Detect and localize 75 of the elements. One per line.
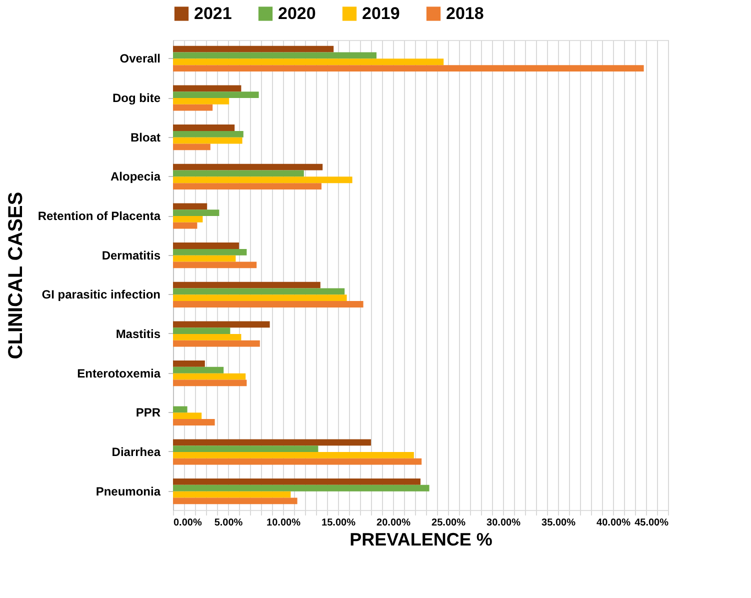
x-tick-label: 20.00% [376, 518, 411, 528]
bar [173, 137, 242, 144]
y-axis-title: CLINICAL CASES [4, 192, 27, 360]
bar [173, 334, 242, 340]
x-tick-label: 30.00% [486, 518, 521, 528]
y-tick-label: Alopecia [110, 170, 161, 184]
y-tick-label: Overall [120, 52, 160, 66]
bar [173, 366, 224, 374]
bar [173, 491, 291, 498]
bar [173, 104, 213, 111]
bar [173, 406, 188, 413]
bar [173, 452, 414, 458]
x-tick-label: 5.00% [214, 518, 243, 528]
x-tick-label: 35.00% [542, 518, 576, 528]
bar [173, 203, 208, 210]
bar [173, 248, 247, 256]
y-tick-label: Bloat [130, 130, 161, 144]
y-tick-label: Retention of Placenta [38, 209, 161, 224]
bar [173, 176, 352, 184]
bar [173, 58, 444, 66]
bar [173, 92, 259, 98]
y-tick-label: PPR [136, 406, 161, 420]
bar [173, 282, 320, 288]
bar [173, 484, 430, 492]
y-tick-label: Enterotoxemia [77, 366, 161, 380]
bar [173, 294, 347, 302]
bar [173, 144, 210, 150]
bar [173, 446, 318, 452]
bar [173, 301, 364, 308]
legend-label: 2021 [194, 4, 232, 23]
legend-label: 2019 [362, 4, 400, 23]
bar [173, 130, 244, 138]
bar [173, 124, 235, 131]
bar [173, 373, 246, 380]
y-tick-label: Dermatitis [102, 248, 161, 262]
bar [173, 170, 304, 177]
bar [173, 65, 644, 72]
bar [173, 222, 198, 229]
y-tick-label: GI parasitic infection [42, 288, 160, 302]
bar [173, 52, 376, 59]
bar [173, 242, 239, 249]
bar [173, 255, 236, 262]
bar [173, 216, 203, 222]
bar [173, 321, 270, 328]
bar [173, 412, 202, 420]
bar [173, 288, 345, 295]
bar [173, 380, 247, 386]
legend-label: 2020 [278, 4, 316, 23]
x-tick-label: 45.00% [634, 518, 669, 528]
y-tick-label: Diarrhea [112, 444, 161, 459]
bar [173, 46, 334, 52]
x-axis-title: PREVALENCE % [350, 530, 492, 550]
y-tick-label: Pneumonia [96, 484, 161, 498]
bar [173, 478, 420, 485]
x-tick-label: 10.00% [266, 518, 301, 528]
bar [173, 183, 322, 190]
bar [173, 419, 215, 426]
bar [173, 85, 242, 92]
bar [173, 98, 230, 104]
bar [173, 262, 257, 268]
bar [173, 498, 298, 504]
bar [173, 439, 371, 446]
x-tick-label: 25.00% [432, 518, 466, 528]
bar [173, 360, 205, 367]
x-tick-label: 0.00% [174, 518, 202, 528]
bar [173, 328, 230, 334]
y-tick-label: Dog bite [112, 91, 161, 106]
x-tick-label: 40.00% [596, 518, 631, 528]
x-tick-label: 15.00% [322, 518, 356, 528]
legend-label: 2018 [446, 4, 484, 23]
bar [173, 458, 422, 465]
y-tick-label: Mastitis [116, 326, 161, 341]
bar [173, 210, 220, 216]
bar [173, 340, 260, 347]
bar [173, 164, 323, 170]
